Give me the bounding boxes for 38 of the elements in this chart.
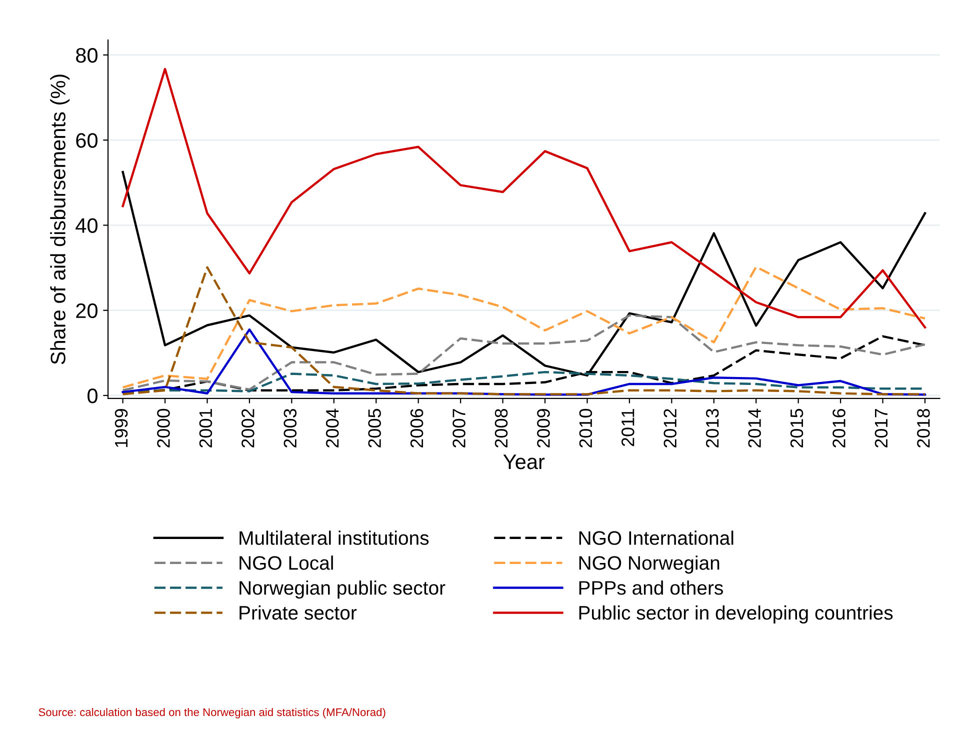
legend-label: Private sector bbox=[240, 605, 357, 620]
x-tick-label: 2003 bbox=[284, 408, 297, 448]
x-tick-label: 2001 bbox=[199, 409, 212, 448]
x-tick-label: 2017 bbox=[874, 409, 888, 448]
x-tick-label: 2010 bbox=[579, 408, 592, 448]
x-tick-label: 2018 bbox=[917, 408, 930, 448]
x-tick-label: 2002 bbox=[242, 409, 254, 448]
y-axis-title: Share of aid disbursements (%) bbox=[50, 74, 70, 364]
x-tick-label: 2000 bbox=[157, 408, 170, 448]
x-tick-label: 2016 bbox=[832, 408, 846, 448]
x-tick-label: 2004 bbox=[326, 408, 339, 448]
legend-label: NGO International bbox=[579, 530, 734, 545]
legend-label: Norwegian public sector bbox=[240, 580, 446, 599]
y-tick-label: 80 bbox=[76, 48, 98, 63]
legend-label: NGO Local bbox=[240, 556, 333, 570]
x-axis-title: Year bbox=[503, 454, 545, 470]
x-tick-label: 2013 bbox=[706, 408, 719, 448]
x-tick-label: 2007 bbox=[452, 409, 466, 448]
y-tick-label: 0 bbox=[88, 388, 98, 404]
y-tick-label: 60 bbox=[76, 133, 98, 148]
source-note: Source: calculation based on the Norwegian aid statistics (MFA/Norad) bbox=[38, 708, 386, 718]
y-tick-label: 40 bbox=[76, 218, 98, 233]
legend-label: Public sector in developing countries bbox=[579, 605, 893, 624]
x-tick-label: 2014 bbox=[748, 408, 761, 448]
x-tick-label: 2008 bbox=[494, 408, 508, 448]
x-tick-label: 2005 bbox=[368, 408, 381, 448]
legend-label: NGO Norwegian bbox=[579, 556, 720, 574]
x-tick-label: 2015 bbox=[790, 408, 804, 448]
x-tick-label: 2011 bbox=[621, 409, 634, 446]
x-tick-label: 2006 bbox=[410, 408, 424, 448]
legend-label: PPPs and others bbox=[579, 580, 723, 595]
y-tick-label: 20 bbox=[76, 303, 98, 318]
line-series bbox=[122, 68, 926, 328]
legend-label: Multilateral institutions bbox=[240, 530, 429, 545]
x-tick-label: 2012 bbox=[664, 409, 676, 448]
x-tick-label: 2009 bbox=[537, 409, 550, 448]
line-series bbox=[122, 314, 926, 392]
x-tick-label: 1999 bbox=[114, 409, 128, 447]
